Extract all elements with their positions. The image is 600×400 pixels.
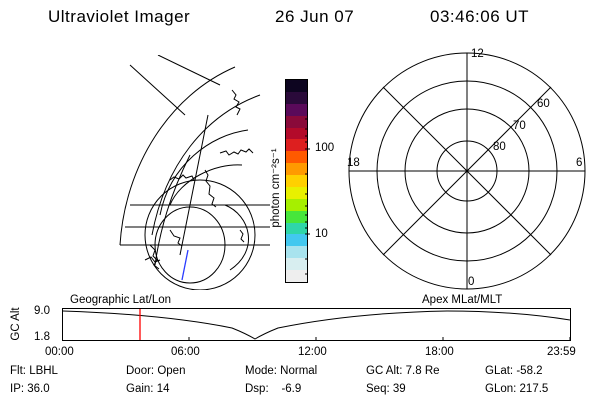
- mlt-label-0: 0: [468, 276, 475, 288]
- observation-time: 03:46:06 UT: [430, 7, 530, 26]
- colorbar-ticks: [305, 118, 310, 275]
- status-mode: Mode: Normal: [245, 365, 318, 377]
- timeline-y-axis-label: GC Alt: [10, 307, 22, 341]
- colorbar-swatch: [286, 198, 307, 211]
- colorbar-swatch: [286, 222, 307, 235]
- timeline-y-tick-low: 1.8: [34, 331, 50, 343]
- status-ip: IP: 36.0: [10, 383, 50, 395]
- colorbar-swatch: [286, 115, 307, 128]
- status-dsp: Dsp: -6.9: [245, 383, 302, 395]
- app-title: Ultraviolet Imager: [48, 7, 191, 26]
- observation-date: 26 Jun 07: [275, 7, 355, 26]
- mlt-label-6: 6: [576, 157, 583, 169]
- colorbar-swatch: [286, 151, 307, 164]
- colorbar-swatch: [286, 210, 307, 223]
- colorbar-swatch: [286, 80, 307, 92]
- polar-plot: [348, 52, 586, 290]
- geographic-map: [119, 55, 270, 290]
- colorbar-swatch: [286, 103, 307, 116]
- status-glat: GLat: -58.2: [485, 365, 543, 377]
- lat-label-70: 70: [513, 120, 526, 132]
- colorbar-swatch: [286, 234, 307, 247]
- colorbar-swatch: [286, 270, 307, 282]
- colorbar-swatch: [286, 246, 307, 259]
- timeline-left-title: Geographic Lat/Lon: [70, 294, 172, 306]
- colorbar-swatch: [286, 175, 307, 187]
- colorbar-swatch: [286, 139, 307, 152]
- status-seq: Seq: 39: [366, 383, 406, 395]
- colorbar-swatch: [286, 127, 307, 140]
- timeline-y-tick-high: 9.0: [34, 305, 50, 317]
- timeline-right-title: Apex MLat/MLT: [422, 294, 503, 306]
- colorbar-unit-label: photon cm⁻²s⁻¹: [270, 148, 282, 228]
- altitude-timeline: [62, 308, 571, 341]
- colorbar-swatch: [286, 163, 307, 175]
- timeline-x-tick-1200: 12:00: [298, 346, 327, 358]
- status-gc-alt: GC Alt: 7.8 Re: [366, 365, 440, 377]
- status-filter: Flt: LBHL: [10, 365, 58, 377]
- colorbar-swatch: [286, 91, 307, 104]
- lat-label-60: 60: [537, 98, 550, 110]
- colorbar: [285, 79, 308, 283]
- status-gain: Gain: 14: [126, 383, 170, 395]
- lat-label-80: 80: [493, 141, 506, 153]
- colorbar-tick-100: 100: [315, 142, 335, 154]
- colorbar-swatch: [286, 186, 307, 199]
- timeline-x-tick-0600: 06:00: [171, 346, 200, 358]
- mlt-label-12: 12: [471, 48, 484, 60]
- timeline-x-tick-0000: 00:00: [45, 346, 74, 358]
- timeline-x-tick-1800: 18:00: [425, 346, 454, 358]
- colorbar-tick-10: 10: [315, 228, 328, 240]
- timeline-x-tick-2359: 23:59: [547, 346, 576, 358]
- status-door: Door: Open: [126, 365, 186, 377]
- status-glon: GLon: 217.5: [485, 383, 549, 395]
- mlt-label-18: 18: [347, 157, 360, 169]
- colorbar-swatch: [286, 258, 307, 270]
